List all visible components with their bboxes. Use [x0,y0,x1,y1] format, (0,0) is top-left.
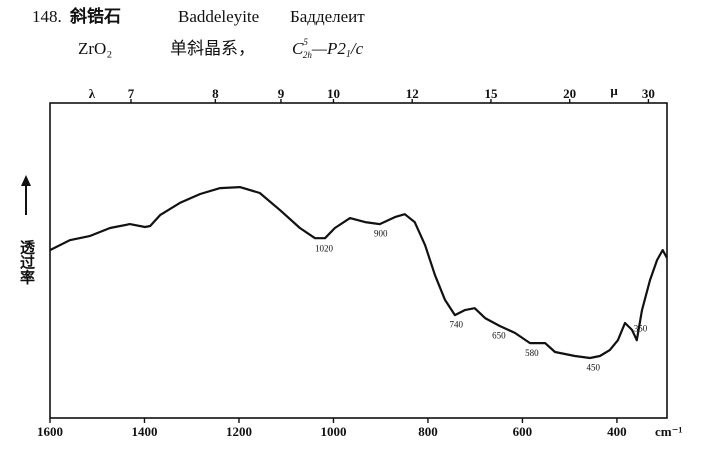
top-axis-symbol: λ [89,86,96,101]
sg-tail: /c [350,39,364,58]
peak-label: 350 [634,323,648,333]
space-group: C5 2h—P21/c [292,37,364,60]
title-ru: Бадделеит [290,7,365,26]
crystal-system: 单斜晶系， [170,39,255,58]
x-tick-label: 1600 [37,424,63,439]
top-tick-label: 12 [406,86,419,101]
sg-sup: 5 [303,37,308,47]
top-tick-label: 15 [484,86,498,101]
peak-label: 580 [525,348,539,358]
x-tick-label: 400 [607,424,627,439]
y-label: 透过率 [18,240,35,286]
peak-label: 740 [450,319,464,329]
peak-label: 450 [587,362,601,372]
top-axis-unit: μ [610,83,618,98]
peak-label: 900 [374,229,388,239]
formula: ZrO₂ [78,39,112,58]
top-tick-label: 10 [327,86,340,101]
top-tick-label: 20 [563,86,576,101]
title-en: Baddeleyite [178,7,259,26]
top-tick-label: 30 [642,86,655,101]
entry-number: 148. [32,7,62,26]
sg-symbol: C [292,39,304,58]
top-tick-label: 7 [128,86,135,101]
sg-sub: 2h [303,50,313,60]
title-cn: 斜锆石 [69,6,121,26]
top-tick-label: 8 [212,86,219,101]
spectrum-line [49,186,668,360]
peak-label: 650 [492,331,506,341]
x-tick-label: 600 [513,424,533,439]
sg-rest-sub: 1 [346,49,351,60]
sg-rest: —P2 [311,39,347,58]
x-tick-label: 1200 [226,424,252,439]
x-tick-label: 800 [418,424,438,439]
y-arrow-head [21,175,31,186]
x-tick-label: 1400 [131,424,157,439]
top-tick-label: 9 [278,86,285,101]
x-tick-label: 1000 [320,424,346,439]
x-unit: cm⁻¹ [655,424,682,439]
peak-label: 1020 [315,243,334,253]
plot-frame [49,102,668,419]
